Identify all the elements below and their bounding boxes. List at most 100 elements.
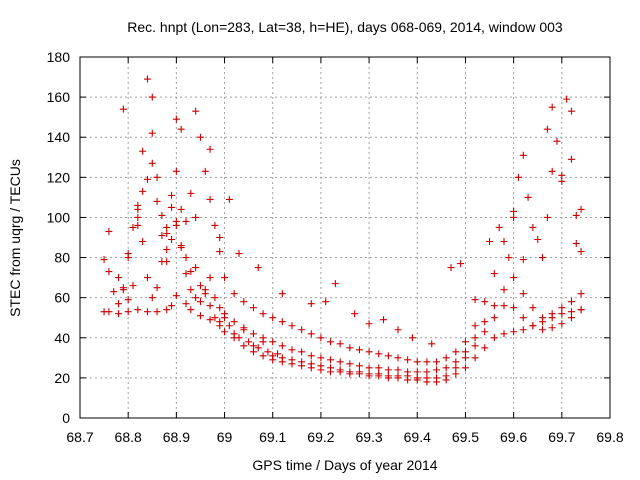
data-point-marker xyxy=(192,294,200,302)
data-point-marker xyxy=(514,173,522,181)
data-point-marker xyxy=(394,354,402,362)
data-point-marker xyxy=(365,364,373,372)
data-point-marker xyxy=(192,213,200,221)
data-point-marker xyxy=(423,368,431,376)
data-point-marker xyxy=(124,250,132,258)
data-point-marker xyxy=(317,354,325,362)
data-point-marker xyxy=(259,352,267,360)
data-point-marker xyxy=(452,348,460,356)
data-point-marker xyxy=(148,129,156,137)
data-point-marker xyxy=(510,207,518,215)
data-point-marker xyxy=(192,264,200,272)
data-point-marker xyxy=(129,223,137,231)
data-point-marker xyxy=(143,274,151,282)
data-point-marker xyxy=(168,203,176,211)
data-point-marker xyxy=(110,288,118,296)
data-point-marker xyxy=(327,364,335,372)
data-point-marker xyxy=(225,322,233,330)
data-point-marker xyxy=(148,93,156,101)
data-point-marker xyxy=(201,167,209,175)
data-point-marker xyxy=(307,330,315,338)
data-point-marker xyxy=(317,362,325,370)
data-point-marker xyxy=(240,298,248,306)
data-point-marker xyxy=(182,254,190,262)
x-tick-label: 69.8 xyxy=(596,429,623,445)
y-tick-label: 40 xyxy=(54,330,70,346)
data-point-marker xyxy=(351,310,359,318)
x-tick-label: 69.3 xyxy=(355,429,382,445)
data-point-marker xyxy=(336,366,344,374)
data-point-marker xyxy=(413,374,421,382)
data-point-marker xyxy=(216,248,224,256)
data-point-marker xyxy=(269,314,277,322)
data-point-marker xyxy=(206,195,214,203)
data-point-marker xyxy=(187,189,195,197)
data-point-marker xyxy=(567,314,575,322)
data-point-marker xyxy=(577,290,585,298)
data-point-marker xyxy=(182,270,190,278)
data-point-marker xyxy=(278,342,286,350)
data-point-marker xyxy=(346,360,354,368)
data-point-marker xyxy=(558,310,566,318)
data-point-marker xyxy=(452,364,460,372)
data-point-marker xyxy=(139,238,147,246)
data-point-marker xyxy=(548,167,556,175)
data-point-marker xyxy=(404,368,412,376)
data-point-marker xyxy=(336,340,344,348)
x-tick-label: 69.7 xyxy=(548,429,575,445)
data-point-marker xyxy=(505,254,513,262)
data-point-marker xyxy=(143,308,151,316)
plot-area-frame xyxy=(79,56,611,419)
data-point-marker xyxy=(187,306,195,314)
data-point-marker xyxy=(510,274,518,282)
data-point-marker xyxy=(442,364,450,372)
data-point-marker xyxy=(163,246,171,254)
data-point-marker xyxy=(447,264,455,272)
data-point-marker xyxy=(567,155,575,163)
data-point-marker xyxy=(423,358,431,366)
data-point-marker xyxy=(408,334,416,342)
data-point-marker xyxy=(206,316,214,324)
data-point-marker xyxy=(230,290,238,298)
data-point-marker xyxy=(230,318,238,326)
data-point-marker xyxy=(254,264,262,272)
data-point-marker xyxy=(471,342,479,350)
data-point-marker xyxy=(423,374,431,382)
data-point-marker xyxy=(163,229,171,237)
data-point-marker xyxy=(519,290,527,298)
data-point-marker xyxy=(471,334,479,342)
data-point-marker xyxy=(115,274,123,282)
grid-lines xyxy=(80,57,610,418)
data-point-marker xyxy=(384,352,392,360)
data-point-marker xyxy=(216,304,224,312)
data-point-marker xyxy=(249,342,257,350)
data-point-marker xyxy=(148,294,156,302)
data-point-marker xyxy=(115,310,123,318)
data-point-marker xyxy=(413,358,421,366)
data-point-marker xyxy=(384,366,392,374)
data-point-marker xyxy=(442,354,450,362)
data-point-marker xyxy=(158,231,166,239)
data-point-marker xyxy=(274,350,282,358)
data-point-marker xyxy=(375,350,383,358)
data-point-marker xyxy=(307,352,315,360)
data-point-marker xyxy=(177,242,185,250)
y-tick-label: 80 xyxy=(54,250,70,266)
data-point-marker xyxy=(355,362,363,370)
data-point-marker xyxy=(380,316,388,324)
data-point-marker xyxy=(529,322,537,330)
data-point-marker xyxy=(355,346,363,354)
data-point-marker xyxy=(143,75,151,83)
data-point-marker xyxy=(519,151,527,159)
data-point-marker xyxy=(235,334,243,342)
data-point-marker xyxy=(172,167,180,175)
data-point-marker xyxy=(196,133,204,141)
y-tick-label: 160 xyxy=(47,89,71,105)
data-point-marker xyxy=(577,205,585,213)
data-point-marker xyxy=(331,280,339,288)
data-point-marker xyxy=(567,308,575,316)
x-tick-label: 69.4 xyxy=(404,429,431,445)
data-point-marker xyxy=(490,270,498,278)
x-axis-label: GPS time / Days of year 2014 xyxy=(252,457,437,473)
y-tick-label: 180 xyxy=(47,49,71,65)
